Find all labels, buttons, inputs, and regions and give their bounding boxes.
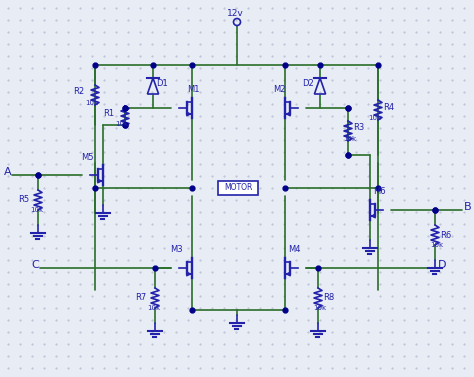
Text: 10k: 10k [313, 305, 326, 311]
Text: MOTOR: MOTOR [224, 184, 252, 193]
Text: D2: D2 [302, 78, 314, 87]
Text: 10k: 10k [147, 305, 160, 311]
FancyBboxPatch shape [218, 181, 258, 195]
Text: D: D [438, 260, 447, 270]
Text: D1: D1 [156, 78, 168, 87]
Text: 10k: 10k [368, 115, 381, 121]
Text: R6: R6 [440, 230, 451, 239]
Text: 10k: 10k [430, 242, 443, 248]
Text: R7: R7 [135, 294, 146, 302]
Text: R1: R1 [103, 109, 114, 118]
Text: M2: M2 [273, 86, 285, 95]
Text: R4: R4 [383, 103, 394, 112]
Text: 10k: 10k [343, 136, 356, 142]
Text: R2: R2 [73, 87, 84, 97]
Text: M3: M3 [170, 245, 182, 254]
Text: 10k: 10k [30, 207, 43, 213]
Text: B: B [464, 202, 472, 212]
Text: C: C [31, 260, 39, 270]
Text: 10k: 10k [85, 100, 98, 106]
Text: R8: R8 [323, 294, 334, 302]
Text: R5: R5 [18, 196, 29, 204]
Text: A: A [4, 167, 12, 177]
Text: M5: M5 [81, 153, 93, 161]
Text: 12v: 12v [227, 9, 244, 18]
Text: M1: M1 [187, 86, 200, 95]
Text: R3: R3 [353, 124, 364, 132]
Text: M4: M4 [288, 245, 301, 254]
Text: 10k: 10k [115, 121, 128, 127]
Text: M6: M6 [373, 187, 386, 196]
